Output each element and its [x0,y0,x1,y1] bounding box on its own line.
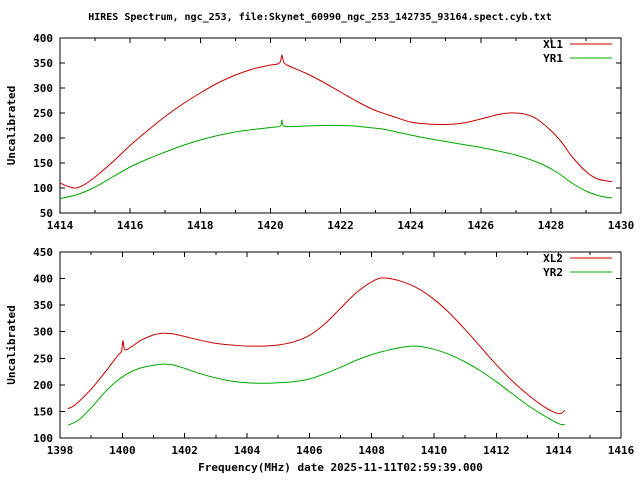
legend-label-XL2: XL2 [543,252,563,265]
series-line-XL2 [67,277,566,415]
x-tick-label: 1424 [397,219,424,232]
x-tick-label: 1416 [608,444,635,457]
series-line-YR2 [67,345,565,426]
x-tick-label: 1430 [608,219,635,232]
y-tick-label: 250 [33,352,53,365]
y-tick-label: 250 [33,107,53,120]
y-tick-label: 100 [33,182,53,195]
y-tick-label: 200 [33,379,53,392]
x-tick-label: 1404 [234,444,261,457]
y-tick-label: 350 [33,57,53,70]
x-tick-label: 1428 [538,219,565,232]
y-tick-label: 400 [33,32,53,45]
y-tick-label: 100 [33,432,53,445]
x-tick-label: 1414 [545,444,572,457]
figure-title: HIRES Spectrum, ngc_253, file:Skynet_609… [88,12,552,23]
x-tick-label: 1408 [358,444,385,457]
x-tick-label: 1402 [171,444,198,457]
x-axis-label: Frequency(MHz) date 2025-11-11T02:59:39.… [198,461,483,474]
x-tick-label: 1400 [109,444,136,457]
series-line-XL1 [59,54,613,189]
y-axis-label: Uncalibrated [5,305,18,384]
y-tick-label: 200 [33,132,53,145]
top-spectrum-chart: 1414 1416 1418 1420 1422 1424 1426 1428 1430 50 10… [0,28,640,242]
x-tick-label: 1398 [47,444,74,457]
legend-label-XL1: XL1 [543,38,563,51]
y-tick-label: 350 [33,299,53,312]
y-tick-label: 300 [33,82,53,95]
y-tick-label: 150 [33,405,53,418]
x-tick-label: 1416 [117,219,144,232]
x-tick-label: 1410 [421,444,448,457]
bottom-spectrum-chart: 1398 1400 1402 1404 1406 1408 1410 1412 1414 1416… [0,242,640,480]
y-tick-label: 50 [40,207,53,220]
axes [59,251,622,439]
x-tick-label: 1414 [47,219,74,232]
axes [59,37,622,214]
x-tick-label: 1418 [187,219,214,232]
x-tick-label: 1426 [468,219,495,232]
y-axis-label: Uncalibrated [5,86,18,165]
legend-label-YR1: YR1 [543,52,563,65]
chart-canvas: 1398 1400 1402 1404 1406 1408 1410 1412 1414 1416… [5,246,635,474]
x-tick-label: 1406 [296,444,323,457]
legend-label-YR2: YR2 [543,266,563,279]
y-tick-label: 150 [33,157,53,170]
x-tick-label: 1412 [483,444,510,457]
plot-border [59,251,622,439]
x-tick-label: 1420 [257,219,284,232]
y-tick-label: 450 [33,246,53,259]
series-line-YR1 [59,119,613,199]
y-tick-label: 400 [33,273,53,286]
y-tick-label: 300 [33,326,53,339]
x-tick-label: 1422 [327,219,354,232]
chart-canvas: 1414 1416 1418 1420 1422 1424 1426 1428 1430 50 10… [5,32,635,232]
